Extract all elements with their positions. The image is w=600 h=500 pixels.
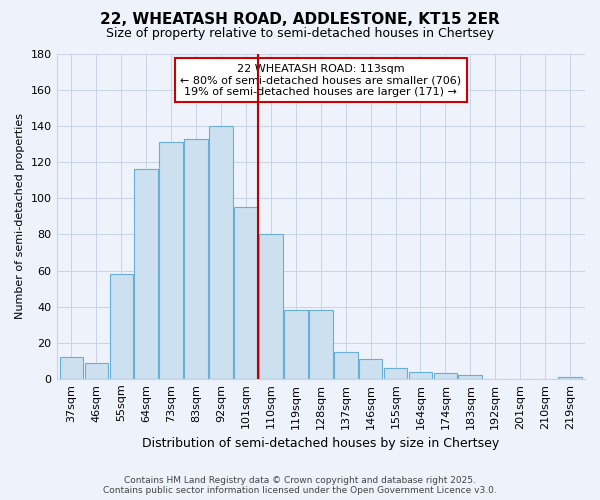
Bar [409,372,433,379]
Bar [259,234,283,379]
Bar [334,352,358,379]
X-axis label: Distribution of semi-detached houses by size in Chertsey: Distribution of semi-detached houses by … [142,437,499,450]
Text: 22, WHEATASH ROAD, ADDLESTONE, KT15 2ER: 22, WHEATASH ROAD, ADDLESTONE, KT15 2ER [100,12,500,28]
Bar [309,310,332,379]
Bar [284,310,308,379]
Bar [110,274,133,379]
Y-axis label: Number of semi-detached properties: Number of semi-detached properties [15,114,25,320]
Text: Contains HM Land Registry data © Crown copyright and database right 2025.
Contai: Contains HM Land Registry data © Crown c… [103,476,497,495]
Bar [160,142,183,379]
Text: Size of property relative to semi-detached houses in Chertsey: Size of property relative to semi-detach… [106,28,494,40]
Bar [434,374,457,379]
Bar [458,375,482,379]
Bar [134,170,158,379]
Text: 22 WHEATASH ROAD: 113sqm
← 80% of semi-detached houses are smaller (706)
19% of : 22 WHEATASH ROAD: 113sqm ← 80% of semi-d… [180,64,461,97]
Bar [209,126,233,379]
Bar [234,208,258,379]
Bar [85,362,108,379]
Bar [184,139,208,379]
Bar [558,377,582,379]
Bar [384,368,407,379]
Bar [59,357,83,379]
Bar [359,359,382,379]
